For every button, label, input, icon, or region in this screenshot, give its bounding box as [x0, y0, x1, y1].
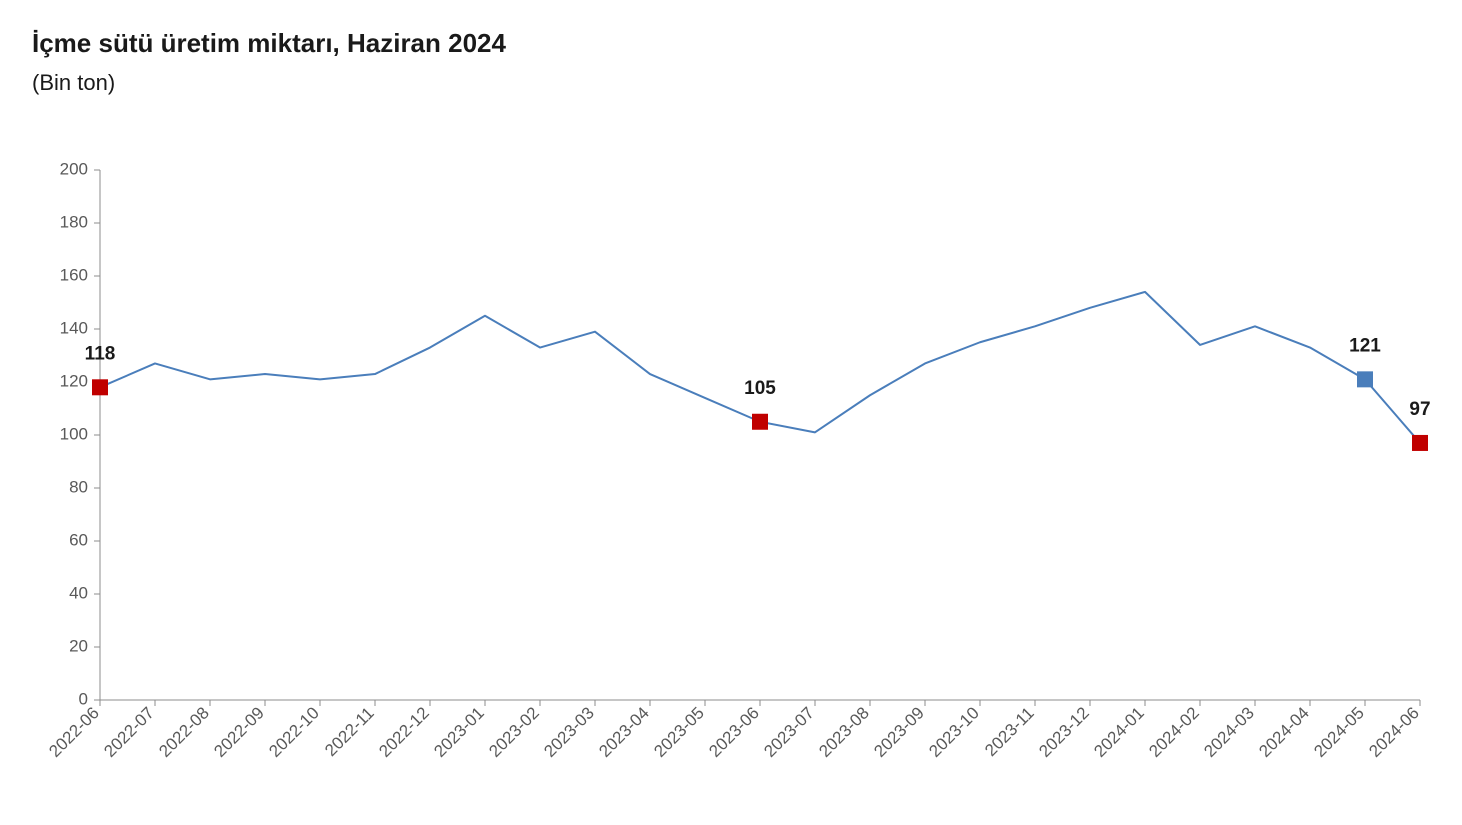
data-marker — [1357, 371, 1373, 387]
data-marker-label: 121 — [1349, 335, 1381, 356]
x-tick-label: 2022-10 — [265, 703, 323, 761]
x-tick-label: 2023-10 — [925, 703, 983, 761]
data-marker — [1412, 435, 1428, 451]
x-tick-label: 2022-06 — [45, 703, 103, 761]
data-marker — [92, 379, 108, 395]
y-tick-label: 120 — [60, 371, 88, 390]
x-tick-label: 2023-06 — [705, 703, 763, 761]
x-tick-label: 2023-01 — [430, 703, 488, 761]
x-tick-label: 2022-11 — [321, 703, 378, 760]
data-marker-label: 105 — [744, 378, 776, 399]
x-tick-label: 2022-09 — [210, 703, 268, 761]
y-tick-label: 200 — [60, 159, 88, 178]
x-tick-label: 2023-03 — [540, 703, 598, 761]
data-marker-label: 118 — [85, 343, 116, 364]
y-tick-label: 140 — [60, 318, 88, 337]
data-marker — [752, 414, 768, 430]
chart-container: İçme sütü üretim miktarı, Haziran 2024 (… — [0, 0, 1462, 825]
x-tick-label: 2024-05 — [1310, 703, 1368, 761]
x-tick-label: 2023-02 — [485, 703, 543, 761]
x-tick-label: 2023-12 — [1035, 703, 1093, 761]
data-marker-label: 97 — [1409, 399, 1430, 420]
x-tick-label: 2023-04 — [595, 703, 653, 761]
y-tick-label: 40 — [69, 583, 88, 602]
x-tick-label: 2023-07 — [760, 703, 818, 761]
x-tick-label: 2022-12 — [375, 703, 433, 761]
x-tick-label: 2023-08 — [815, 703, 873, 761]
chart-plot-area: 0204060801001201401601802002022-062022-0… — [0, 0, 1462, 825]
x-tick-label: 2023-05 — [650, 703, 708, 761]
line-chart-svg: 0204060801001201401601802002022-062022-0… — [0, 0, 1462, 825]
x-tick-label: 2023-11 — [981, 703, 1038, 760]
x-tick-label: 2022-07 — [100, 703, 158, 761]
x-tick-label: 2024-04 — [1255, 703, 1313, 761]
x-tick-label: 2024-02 — [1145, 703, 1203, 761]
y-tick-label: 160 — [60, 265, 88, 284]
x-tick-label: 2024-03 — [1200, 703, 1258, 761]
y-tick-label: 60 — [69, 530, 88, 549]
y-tick-label: 180 — [60, 212, 88, 231]
y-tick-label: 20 — [69, 636, 88, 655]
x-tick-label: 2024-06 — [1365, 703, 1423, 761]
y-tick-label: 80 — [69, 477, 88, 496]
x-tick-label: 2023-09 — [870, 703, 928, 761]
y-tick-label: 100 — [60, 424, 88, 443]
x-tick-label: 2022-08 — [155, 703, 213, 761]
x-tick-label: 2024-01 — [1090, 703, 1148, 761]
